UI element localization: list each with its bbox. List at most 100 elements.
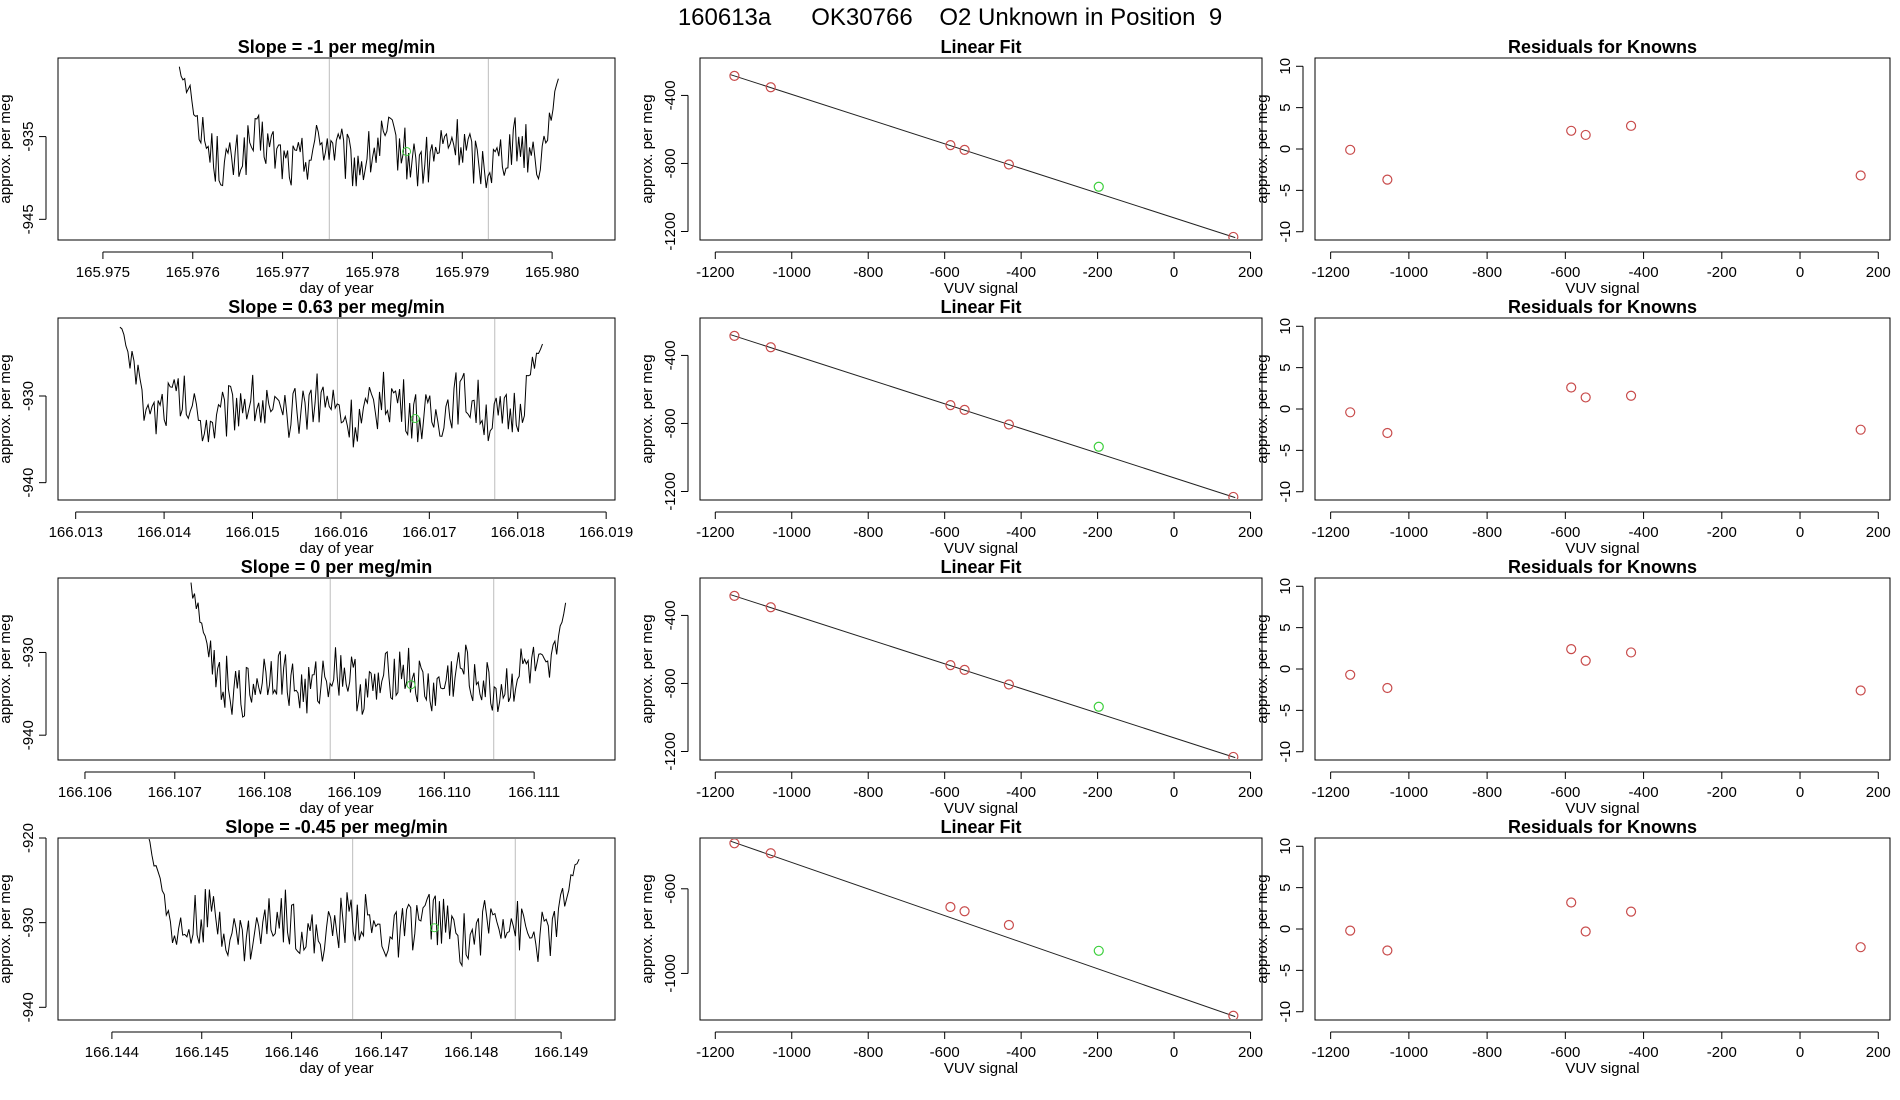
panel-title: Linear Fit [940,817,1021,837]
x-tick-label: 166.013 [49,524,103,541]
y-tick-label: -10 [1277,221,1294,243]
panel-title: Slope = 0 per meg/min [241,557,433,577]
y-tick-label: -1200 [662,212,679,250]
x-axis: -1200 -1000 -800 -600 -400 -200 0 200 [696,251,1263,281]
x-tick-label: -400 [1006,1044,1036,1061]
x-tick-label: 165.980 [525,264,579,281]
x-axis-title: VUV signal [1565,800,1639,817]
x-tick-label: -200 [1083,264,1113,281]
y-axis: 10 5 0 -5 -10 [1277,58,1304,243]
known-point [1566,125,1577,136]
y-tick-label: -800 [662,148,679,178]
unknown-point [1093,945,1104,956]
y-tick-label: -10 [1277,741,1294,763]
x-tick-label: -200 [1707,524,1737,541]
panel-title: Residuals for Knowns [1508,297,1697,317]
x-axis: 166.144 166.145 166.146 166.147 166.148 166.1… [85,1031,588,1061]
y-axis: 10 5 0 -5 -10 [1277,838,1304,1023]
y-axis-title: approx. per meg [639,354,656,463]
known-point [1382,682,1393,694]
y-tick-label: 0 [1277,145,1294,153]
y-axis-title: approx. per meg [639,874,656,983]
x-tick-label: -1000 [1390,524,1428,541]
known-point [1345,144,1356,155]
y-axis-title: approx. per meg [1254,94,1271,203]
x-tick-label: 166.107 [148,784,202,801]
x-axis-title: VUV signal [944,540,1018,557]
plot-data-layer [729,590,1239,759]
x-tick-label: 166.148 [444,1044,498,1061]
unknown-sample-marker [406,680,416,690]
x-tick-label: -1000 [1390,1044,1428,1061]
y-tick-label: -600 [662,874,679,904]
y-tick-label: -1200 [662,732,679,770]
x-tick-label: 166.019 [579,524,633,541]
signal-trace [119,326,543,448]
plot-data-layer [178,59,559,239]
known-point [959,404,970,415]
x-tick-label: 166.018 [491,524,545,541]
y-axis: -930 -940 [20,637,47,750]
x-axis: -1200 -1000 -800 -600 -400 -200 0 200 [1311,1031,1891,1061]
plot-frame [1314,57,1891,241]
x-axis: -1200 -1000 -800 -600 -400 -200 0 200 [1311,771,1891,801]
x-tick-label: -600 [930,524,960,541]
y-axis: -400 -800 -1200 [662,80,689,251]
known-point [765,82,776,93]
x-tick-label: -600 [1550,1044,1580,1061]
x-tick-label: -800 [853,784,883,801]
known-point [1580,926,1591,937]
known-point [945,901,956,913]
y-axis: -600 -1000 [662,874,689,993]
known-point [1625,390,1637,401]
x-axis-title: VUV signal [944,280,1018,297]
plot-frame [57,57,616,241]
x-tick-label: -1000 [773,784,811,801]
chart-panel-residuals-row-1: Residuals for Knowns-1200 -1000 -800 -600 -4… [1254,37,1891,297]
known-point [1625,906,1637,917]
y-tick-label: -800 [662,408,679,438]
x-axis-title: VUV signal [1565,1060,1639,1077]
known-point [1228,231,1239,239]
plot-data-layer [1345,382,1866,439]
known-point [1625,647,1637,658]
plot-data-layer [148,839,580,1019]
y-axis: 10 5 0 -5 -10 [1277,578,1304,763]
y-tick-label: 5 [1277,623,1294,631]
known-point [729,839,740,849]
x-tick-label: -1200 [696,1044,734,1061]
x-tick-label: -1200 [1311,1044,1349,1061]
chart-panel-linear-fit-row-1: Linear Fit -1200 -1000 -800 -600 -400 -200 0 200… [639,37,1263,297]
known-point [729,70,740,81]
unknown-sample-marker [429,923,439,933]
known-point [1566,382,1577,393]
x-tick-label: -800 [1472,784,1502,801]
y-tick-label: 5 [1277,103,1294,111]
plot-data-layer [1345,120,1866,185]
x-tick-label: -600 [930,1044,960,1061]
known-point [1566,644,1577,655]
x-axis: 166.106 166.107 166.108 166.109 166.110 166.1… [58,771,560,801]
x-tick-label: 0 [1796,524,1804,541]
x-tick-label: 166.110 [418,784,471,801]
plot-frame [57,577,616,761]
signal-trace [178,66,559,189]
y-axis-title: approx. per meg [639,94,656,203]
plot-data-layer [1345,897,1866,956]
x-tick-label: -1200 [1311,784,1349,801]
known-point [1382,427,1393,439]
y-tick-label: -930 [20,908,37,938]
plot-data-layer [729,70,1239,239]
known-point [765,848,776,859]
x-tick-label: 166.108 [238,784,292,801]
plot-frame [699,57,1263,241]
y-tick-label: -940 [20,468,37,498]
y-tick-label: -5 [1277,444,1294,457]
x-tick-label: 0 [1796,264,1804,281]
unknown-point [1093,181,1104,192]
panel-title: Residuals for Knowns [1508,817,1697,837]
x-tick-label: -600 [930,784,960,801]
x-tick-label: -1000 [773,1044,811,1061]
